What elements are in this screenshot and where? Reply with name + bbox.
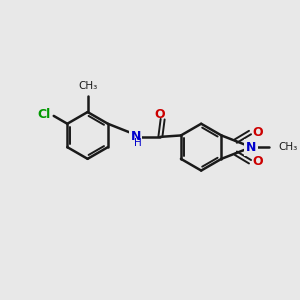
Text: H: H: [134, 138, 141, 148]
Text: Cl: Cl: [37, 108, 50, 121]
Text: N: N: [130, 130, 141, 143]
Text: CH₃: CH₃: [78, 81, 97, 91]
Text: O: O: [252, 155, 263, 168]
Text: CH₃: CH₃: [278, 142, 298, 152]
Text: O: O: [252, 126, 263, 139]
Text: N: N: [246, 141, 256, 154]
Text: O: O: [154, 108, 164, 122]
